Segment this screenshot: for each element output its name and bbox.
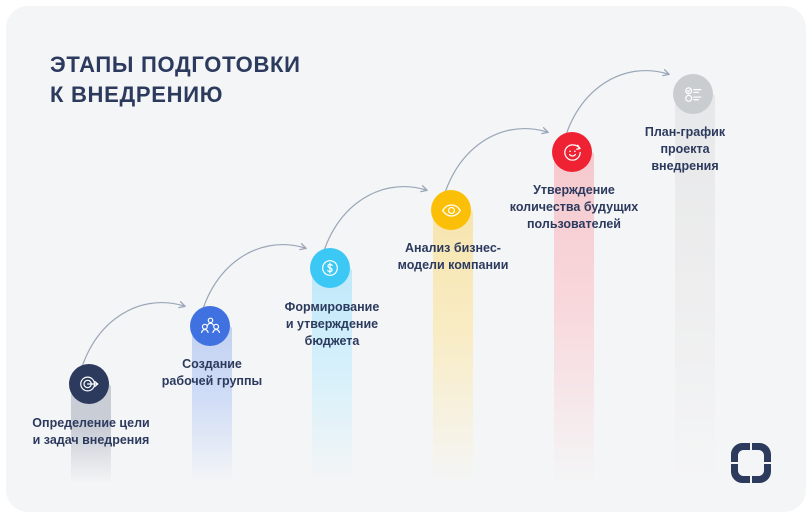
- stage-icon-circle-3[interactable]: [310, 248, 350, 288]
- infographic-canvas: ЭТАПЫ ПОДГОТОВКИ К ВНЕДРЕНИЮ Опреде: [6, 6, 806, 512]
- stage-label-1: Определение цели и задач внедрения: [32, 416, 150, 447]
- brand-logo: [725, 437, 777, 489]
- stage-bar-2: [192, 326, 232, 483]
- eye-icon: [440, 199, 463, 222]
- stage-icon-circle-6[interactable]: [673, 74, 713, 114]
- budget-icon: [319, 257, 341, 279]
- checklist-icon: [682, 83, 705, 106]
- stage-icon-circle-5[interactable]: [552, 132, 592, 172]
- stage-bar-6: [675, 94, 715, 483]
- stage-label-2: Создание рабочей группы: [161, 357, 263, 388]
- stage-icon-circle-2[interactable]: [190, 306, 230, 346]
- stage-label-4: Анализ бизнес- модели компании: [397, 241, 509, 272]
- stage-label-5: Утверждение количества будущих пользоват…: [509, 183, 639, 231]
- stage-bar-4: [433, 210, 473, 483]
- stage-icon-circle-1[interactable]: [69, 364, 109, 404]
- target-icon: [78, 373, 100, 395]
- group-icon: [199, 315, 222, 338]
- stage-label-6: План-график проекта внедрения: [644, 125, 726, 173]
- smile-icon: [561, 141, 584, 164]
- page-title: ЭТАПЫ ПОДГОТОВКИ К ВНЕДРЕНИЮ: [50, 52, 301, 107]
- stage-bar-3: [312, 268, 352, 483]
- stage-icon-circle-4[interactable]: [431, 190, 471, 230]
- stage-label-3: Формирование и утверждение бюджета: [284, 300, 380, 348]
- stage-bar-5: [554, 152, 594, 483]
